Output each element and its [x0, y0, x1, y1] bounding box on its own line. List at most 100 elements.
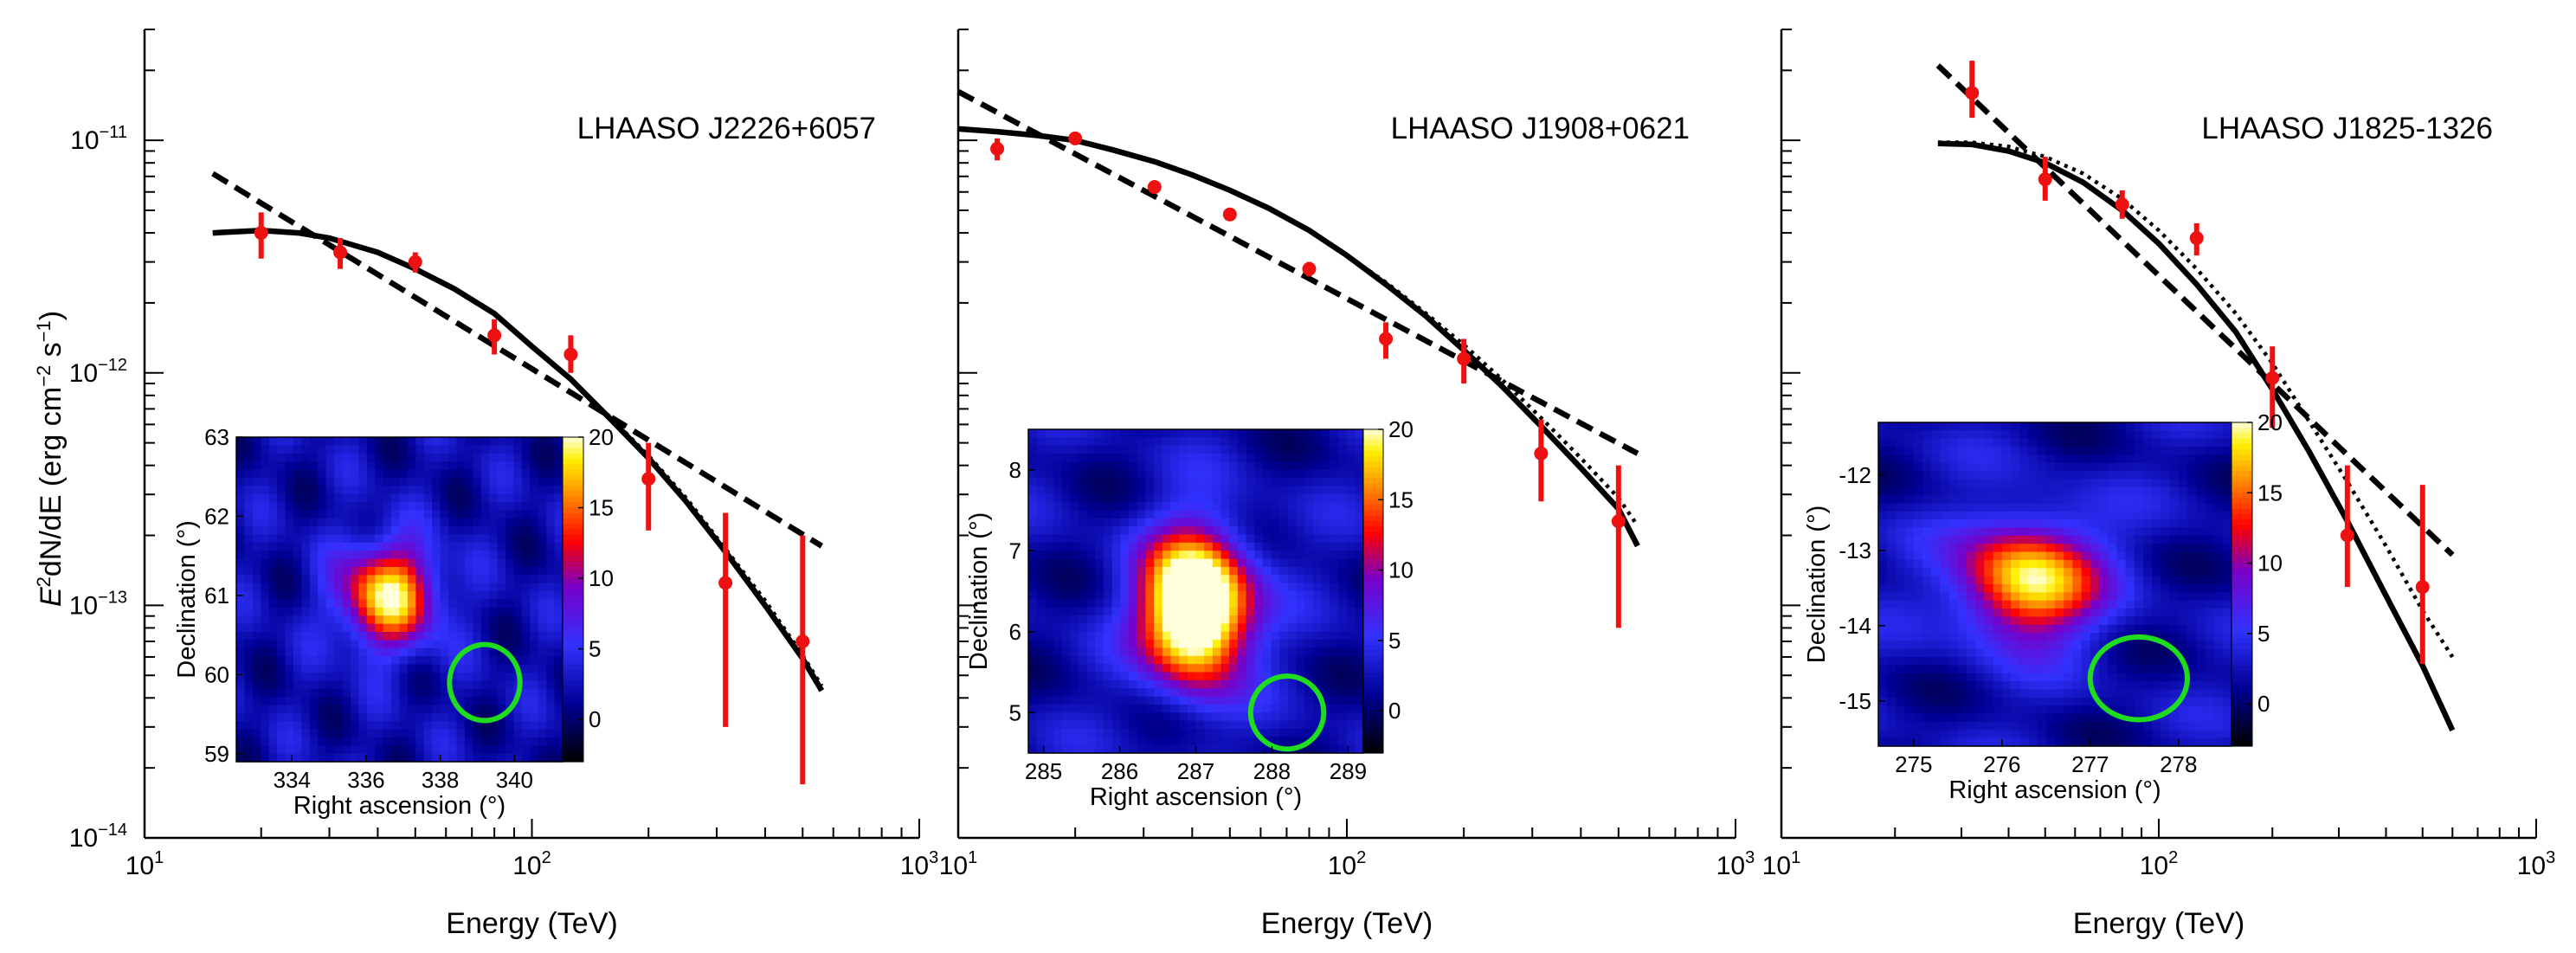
heatmap-cell: [1204, 672, 1214, 681]
heatmap-cell: [2169, 438, 2180, 448]
heatmap-cell: [2169, 544, 2180, 553]
heatmap-cell: [2011, 721, 2020, 731]
heatmap-cell: [383, 461, 392, 471]
heatmap-cell: [2108, 576, 2117, 585]
heatmap-cell: [423, 672, 433, 681]
heatmap-cell: [334, 591, 344, 601]
heatmap-cell: [1246, 688, 1255, 698]
heatmap-cell: [236, 518, 246, 527]
heatmap-cell: [546, 575, 556, 584]
heatmap-cell: [432, 477, 441, 486]
heatmap-cell: [489, 672, 499, 681]
heatmap-cell: [1355, 486, 1364, 495]
heatmap-cell: [366, 599, 376, 609]
heatmap-cell: [1028, 599, 1038, 609]
heatmap-cell: [1337, 720, 1348, 730]
heatmap-cell: [1036, 534, 1046, 544]
heatmap-cell: [546, 567, 556, 576]
heatmap-cell: [2064, 600, 2073, 609]
heatmap-cell: [2116, 609, 2127, 617]
heatmap-cell: [1948, 624, 1959, 634]
heatmap-cell: [1287, 478, 1298, 487]
heatmap-cell: [530, 712, 539, 722]
heatmap-cell: [1045, 599, 1054, 609]
heatmap-cell: [2152, 559, 2161, 569]
heatmap-cell: [1878, 673, 1888, 682]
heatmap-cell: [1321, 502, 1330, 512]
heatmap-cell: [285, 437, 294, 446]
heatmap-cell: [301, 502, 311, 511]
heatmap-cell: [497, 623, 506, 633]
heatmap-cell: [350, 705, 359, 714]
heatmap-cell: [2125, 422, 2135, 431]
heatmap-cell: [1271, 704, 1280, 713]
heatmap-cell: [1254, 615, 1264, 624]
heatmap-cell: [1355, 607, 1364, 616]
heatmap-cell: [318, 477, 327, 486]
heatmap-cell: [2001, 705, 2012, 715]
heatmap-cell: [391, 567, 401, 576]
heatmap-cell: [1922, 681, 1932, 691]
heatmap-cell: [1204, 664, 1214, 673]
heatmap-cell: [513, 583, 523, 592]
heatmap-cell: [301, 510, 311, 519]
heatmap-cell: [1355, 493, 1364, 503]
heatmap-cell: [261, 729, 270, 738]
heatmap-cell: [2169, 689, 2180, 699]
heatmap-cell: [1028, 744, 1038, 754]
heatmap-cell: [2064, 624, 2073, 634]
heatmap-cell: [383, 672, 392, 681]
heatmap-cell: [1957, 454, 1967, 464]
heatmap-cell: [1887, 648, 1897, 658]
heatmap-cell: [285, 623, 294, 633]
heatmap-cell: [325, 567, 335, 576]
heatmap-cell: [2134, 447, 2144, 455]
heatmap-cell: [236, 623, 246, 633]
data-point: [564, 347, 578, 362]
heatmap-cell: [244, 575, 254, 584]
heatmap-cell: [1254, 518, 1264, 527]
heatmap-cell: [1204, 502, 1214, 512]
inset-y-tick-label: 8: [1009, 457, 1021, 483]
heatmap-cell: [1321, 566, 1330, 576]
heatmap-cell: [1940, 657, 1950, 666]
heatmap-cell: [1220, 583, 1230, 592]
heatmap-cell: [538, 672, 547, 681]
heatmap-cell: [1053, 696, 1063, 705]
heatmap-cell: [1271, 486, 1280, 495]
heatmap-cell: [293, 697, 303, 705]
heatmap-cell: [366, 615, 376, 625]
heatmap-cell: [236, 656, 246, 666]
heatmap-cell: [301, 567, 311, 576]
heatmap-cell: [2019, 681, 2029, 691]
heatmap-cell: [1079, 744, 1088, 754]
heatmap-cell: [497, 737, 506, 746]
heatmap-cell: [358, 453, 368, 462]
heatmap-cell: [456, 712, 466, 722]
heatmap-cell: [546, 591, 556, 601]
heatmap-cell: [383, 607, 392, 616]
heatmap-cell: [293, 615, 303, 625]
colorbar-segment: [1363, 493, 1383, 500]
heatmap-cell: [480, 445, 490, 454]
heatmap-cell: [2161, 576, 2171, 585]
heatmap-cell: [1287, 454, 1298, 462]
heatmap-cell: [252, 656, 261, 666]
heatmap-cell: [1896, 422, 1906, 431]
heatmap-cell: [1154, 566, 1163, 576]
heatmap-cell: [1993, 665, 2003, 674]
heatmap-cell: [480, 583, 490, 592]
heatmap-cell: [2152, 495, 2161, 505]
heatmap-cell: [1070, 599, 1079, 609]
heatmap-cell: [1896, 495, 1906, 505]
heatmap-cell: [1337, 486, 1348, 495]
heatmap-cell: [2081, 609, 2091, 617]
heatmap-cell: [1028, 493, 1038, 503]
heatmap-cell: [473, 729, 482, 738]
heatmap-cell: [530, 583, 539, 592]
heatmap-cell: [2161, 681, 2171, 691]
heatmap-cell: [2072, 511, 2083, 520]
heatmap-cell: [2064, 592, 2073, 602]
heatmap-cell: [497, 453, 506, 462]
heatmap-cell: [538, 632, 547, 641]
